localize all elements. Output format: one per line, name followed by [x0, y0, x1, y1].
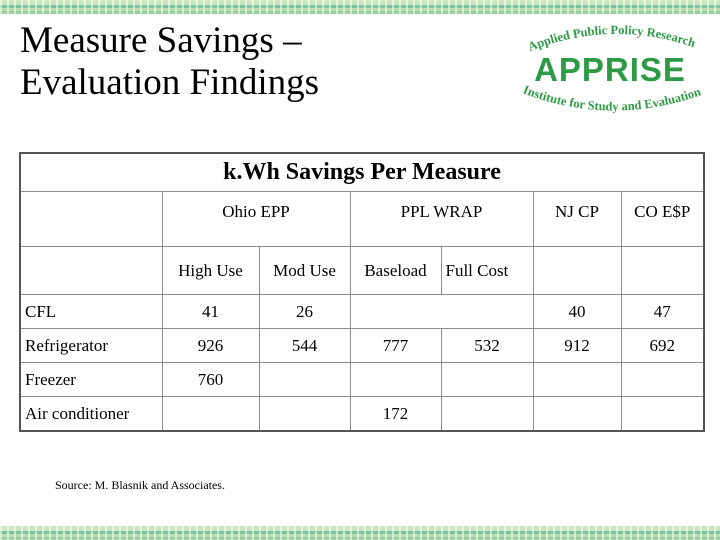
table-caption: k.Wh Savings Per Measure [19, 152, 705, 192]
cell-ac-baseload: 172 [349, 396, 442, 432]
group-header-co: CO E$P [620, 191, 705, 247]
cell-freezer-baseload [349, 362, 442, 397]
cell-cfl-baseload [349, 294, 441, 329]
slide-title: Measure Savings – Evaluation Findings [20, 20, 420, 104]
bottom-decorative-band [0, 526, 720, 540]
header-empty-cell [19, 191, 163, 247]
subheader-mod-use: Mod Use [258, 246, 351, 295]
group-header-ppl: PPL WRAP [349, 191, 534, 247]
subheader-baseload: Baseload [349, 246, 442, 295]
cell-cfl-high-use: 41 [161, 294, 260, 329]
kwh-savings-table: k.Wh Savings Per Measure Ohio EPP PPL WR… [19, 152, 705, 432]
cell-refrigerator-nj: 912 [532, 328, 622, 363]
cell-freezer-co [620, 362, 705, 397]
cell-ac-high-use [161, 396, 260, 432]
group-header-ohio: Ohio EPP [161, 191, 351, 247]
subheader-empty-cell [19, 246, 163, 295]
cell-cfl-mod-use: 26 [258, 294, 351, 329]
cell-ac-mod-use [258, 396, 351, 432]
cell-refrigerator-co: 692 [620, 328, 705, 363]
slide-title-line-2: Evaluation Findings [20, 62, 320, 103]
apprise-logo: Applied Public Policy Research APPRISE I… [510, 20, 710, 130]
cell-freezer-high-use: 760 [161, 362, 260, 397]
row-label-air-conditioner: Air conditioner [19, 396, 163, 432]
source-note: Source: M. Blasnik and Associates. [55, 478, 225, 492]
logo-main-text: APPRISE [534, 51, 686, 88]
top-decorative-band [0, 0, 720, 14]
cell-refrigerator-mod-use: 544 [258, 328, 351, 363]
cell-ac-full-cost [440, 396, 534, 432]
cell-ac-co [620, 396, 705, 432]
cell-ac-nj [532, 396, 622, 432]
subheader-full-cost: Full Cost [440, 246, 534, 295]
row-label-refrigerator: Refrigerator [19, 328, 163, 363]
row-label-freezer: Freezer [19, 362, 163, 397]
cell-cfl-full-cost [441, 294, 534, 329]
logo-top-arc-text: Applied Public Policy Research [526, 23, 697, 54]
cell-refrigerator-high-use: 926 [161, 328, 260, 363]
row-label-cfl: CFL [19, 294, 163, 329]
cell-refrigerator-baseload: 777 [349, 328, 442, 363]
subheader-empty-co [620, 246, 705, 295]
cell-freezer-full-cost [440, 362, 534, 397]
cell-cfl-nj: 40 [532, 294, 622, 329]
group-header-nj: NJ CP [532, 191, 622, 247]
slide-title-line-1: Measure Savings – [20, 20, 302, 61]
cell-refrigerator-full-cost: 532 [440, 328, 534, 363]
subheader-high-use: High Use [161, 246, 260, 295]
cell-freezer-mod-use [258, 362, 351, 397]
cell-cfl-co: 47 [620, 294, 705, 329]
subheader-empty-nj [532, 246, 622, 295]
cell-freezer-nj [532, 362, 622, 397]
